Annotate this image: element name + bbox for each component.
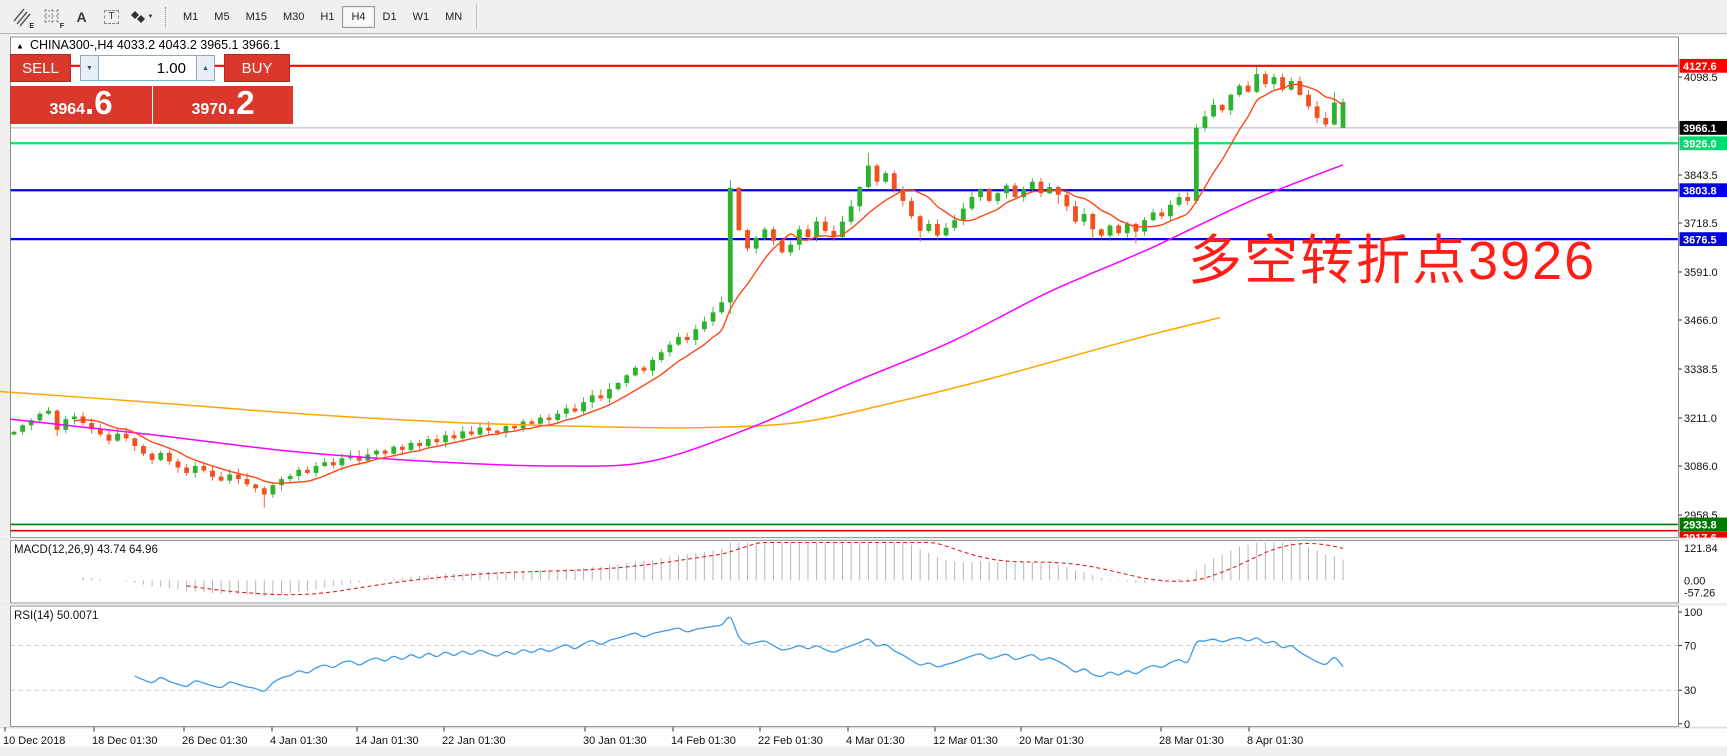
collapse-arrow-icon[interactable]: ▲ xyxy=(16,42,24,51)
caret-up-icon: ▲ xyxy=(202,64,209,72)
svg-text:12 Mar 01:30: 12 Mar 01:30 xyxy=(933,735,998,747)
axis-labels-layer: 4098.5 3843.5 3718.5 3591.0 3466.0 3338.5 3211… xyxy=(3,58,1727,747)
svg-text:3086.0: 3086.0 xyxy=(1684,461,1718,473)
timeframe-button-mn[interactable]: MN xyxy=(445,10,463,23)
svg-text:70: 70 xyxy=(1684,641,1696,653)
svg-text:0: 0 xyxy=(1684,719,1690,731)
timeframe-button-m1[interactable]: M1 xyxy=(183,10,199,23)
volume-increase-button[interactable]: ▲ xyxy=(196,55,215,81)
svg-text:2933.8: 2933.8 xyxy=(1683,520,1717,532)
fibonacci-grid-tool-icon[interactable]: F xyxy=(38,4,65,30)
tool-sub-label: F xyxy=(59,23,64,30)
svg-text:4098.5: 4098.5 xyxy=(1684,72,1718,84)
equidistant-channel-tool-icon[interactable]: E xyxy=(8,4,35,30)
timeframe-button-h4[interactable]: H4 xyxy=(342,5,375,28)
timeframe-button-m30[interactable]: M30 xyxy=(282,10,305,23)
svg-text:30 Jan 01:30: 30 Jan 01:30 xyxy=(583,735,647,747)
svg-text:14 Jan 01:30: 14 Jan 01:30 xyxy=(355,735,419,747)
svg-text:3676.5: 3676.5 xyxy=(1683,234,1717,246)
svg-text:100: 100 xyxy=(1684,607,1702,619)
svg-text:30: 30 xyxy=(1684,685,1696,697)
sell-price-button[interactable]: 3964 .6 xyxy=(10,86,152,124)
toolbar: E F A T ▼ M1 M5 M15 M30 H1 H4 D1 W1 MN xyxy=(0,0,1727,34)
timeframe-group: M1 M5 M15 M30 H1 H4 D1 W1 MN xyxy=(175,5,470,28)
svg-text:3466.0: 3466.0 xyxy=(1684,315,1718,327)
svg-text:-57.26: -57.26 xyxy=(1684,588,1715,600)
svg-text:10 Dec 2018: 10 Dec 2018 xyxy=(3,735,65,747)
svg-text:20 Mar 01:30: 20 Mar 01:30 xyxy=(1019,735,1084,747)
diamonds-icon xyxy=(130,10,145,23)
svg-text:3718.5: 3718.5 xyxy=(1684,218,1718,230)
hatch-lines-icon xyxy=(12,8,31,26)
buy-price-fraction: .2 xyxy=(227,84,255,121)
indicator-panels[interactable] xyxy=(10,541,1678,692)
toolbar-separator xyxy=(165,6,166,27)
chart-panels-background xyxy=(0,34,1727,756)
svg-text:14 Feb 01:30: 14 Feb 01:30 xyxy=(671,735,736,747)
svg-text:4127.6: 4127.6 xyxy=(1683,61,1717,73)
svg-text:4 Mar 01:30: 4 Mar 01:30 xyxy=(846,735,905,747)
timeframe-button-m15[interactable]: M15 xyxy=(245,10,267,23)
svg-text:28 Mar 01:30: 28 Mar 01:30 xyxy=(1159,735,1224,747)
one-click-trade-panel: SELL ▼ 1.00 ▲ BUY 3964 .6 3970 .2 xyxy=(10,53,294,124)
dropdown-caret-icon: ▼ xyxy=(147,13,154,20)
buy-price-button[interactable]: 3970 .2 xyxy=(153,86,293,124)
svg-text:3591.0: 3591.0 xyxy=(1684,267,1718,279)
rsi-label: RSI(14) 50.0071 xyxy=(14,610,98,622)
sell-price-main: 3964 xyxy=(49,101,86,118)
timeframe-button-h1[interactable]: H1 xyxy=(320,10,335,23)
svg-text:3843.5: 3843.5 xyxy=(1684,170,1718,182)
volume-input[interactable]: 1.00 xyxy=(99,55,196,81)
svg-text:2917.6: 2917.6 xyxy=(1683,532,1717,544)
sell-button[interactable]: SELL xyxy=(10,54,71,82)
macd-label: MACD(12,26,9) 43.74 64.96 xyxy=(14,544,158,556)
text-tool-icon[interactable]: A xyxy=(76,8,87,25)
svg-text:3338.5: 3338.5 xyxy=(1684,364,1718,376)
svg-text:4 Jan 01:30: 4 Jan 01:30 xyxy=(270,735,328,747)
svg-text:0.00: 0.00 xyxy=(1684,576,1705,588)
svg-text:22 Feb 01:30: 22 Feb 01:30 xyxy=(758,735,823,747)
buy-button[interactable]: BUY xyxy=(224,54,290,82)
svg-text:3926.0: 3926.0 xyxy=(1683,138,1717,150)
tool-sub-label: E xyxy=(29,23,34,30)
grid-icon xyxy=(43,8,60,24)
trend-annotation: 多空转折点3926 xyxy=(1188,231,1596,291)
svg-text:26 Dec 01:30: 26 Dec 01:30 xyxy=(182,735,247,747)
arrows-objects-tool-icon[interactable]: ▼ xyxy=(128,4,155,29)
toolbar-separator xyxy=(476,4,478,29)
timeframe-button-w1[interactable]: W1 xyxy=(412,10,430,23)
volume-decrease-button[interactable]: ▼ xyxy=(80,55,99,81)
svg-text:121.84: 121.84 xyxy=(1684,543,1718,555)
timeframe-button-d1[interactable]: D1 xyxy=(382,10,397,23)
svg-text:3211.0: 3211.0 xyxy=(1684,413,1717,425)
buy-price-main: 3970 xyxy=(191,101,228,118)
chart-title: CHINA300-,H4 4033.2 4043.2 3965.1 3966.1 xyxy=(30,38,280,52)
svg-text:3966.1: 3966.1 xyxy=(1683,123,1717,135)
sell-price-fraction: .6 xyxy=(85,84,113,121)
svg-text:18 Dec 01:30: 18 Dec 01:30 xyxy=(92,735,157,747)
svg-text:22 Jan 01:30: 22 Jan 01:30 xyxy=(442,735,506,747)
main-chart-canvas[interactable] xyxy=(0,64,1678,532)
caret-down-icon: ▼ xyxy=(86,64,93,72)
text-label-tool-icon[interactable]: T xyxy=(98,4,125,29)
timeframe-button-m5[interactable]: M5 xyxy=(214,10,230,23)
svg-text:3803.8: 3803.8 xyxy=(1683,185,1717,197)
svg-text:8 Apr 01:30: 8 Apr 01:30 xyxy=(1247,735,1303,747)
